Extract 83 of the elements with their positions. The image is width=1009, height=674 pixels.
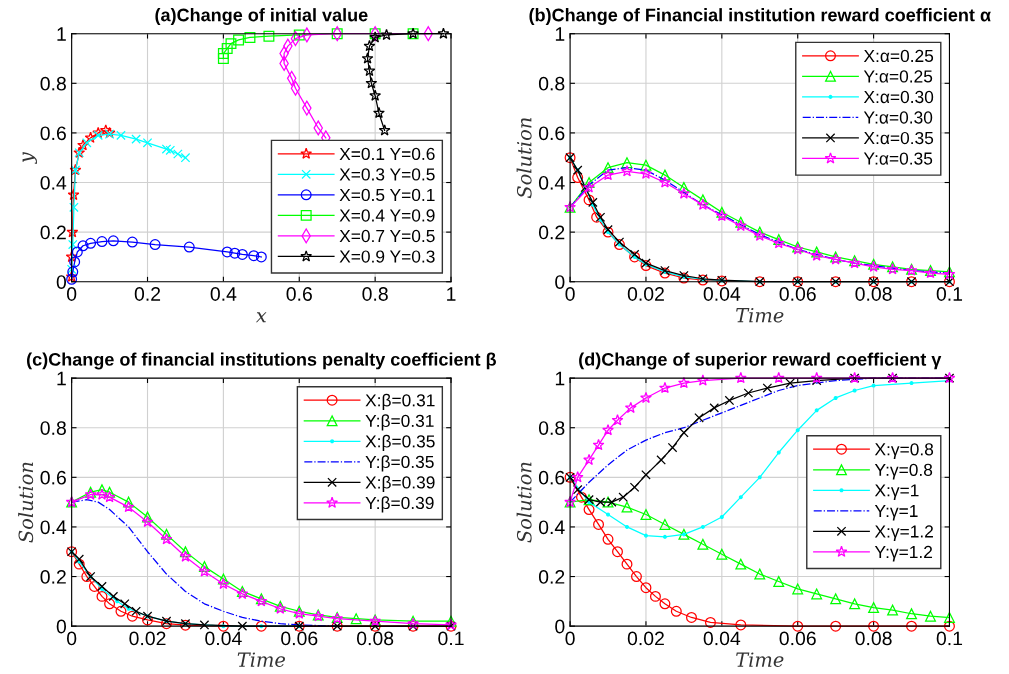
y-tick-label: 0.6 bbox=[40, 126, 66, 141]
x-tick-label: 0 bbox=[66, 287, 77, 301]
legend-label: X=0.4 Y=0.9 bbox=[339, 209, 435, 222]
x-tick-label: 0.06 bbox=[779, 631, 816, 646]
x-tick-label: 0.1 bbox=[936, 631, 963, 646]
x-tick-label: 0.6 bbox=[286, 287, 312, 301]
y-tick-label: 0.6 bbox=[538, 470, 565, 485]
chart-title: (c)Change of financial institutions penalty coefficient β bbox=[27, 352, 496, 370]
x-tick-label: 0.04 bbox=[205, 631, 242, 646]
y-tick-label: 1 bbox=[57, 371, 66, 386]
legend-label: X:β=0.31 bbox=[365, 393, 435, 410]
x-tick-label: 0.04 bbox=[703, 287, 741, 301]
y-tick-label: 0.8 bbox=[538, 421, 565, 435]
x-tick-label: 0.08 bbox=[855, 287, 892, 301]
y-tick-label: 0.8 bbox=[40, 76, 66, 91]
y-tick-label: 0.4 bbox=[40, 175, 67, 190]
x-tick-label: 0.4 bbox=[210, 287, 237, 301]
y-tick-label: 0.8 bbox=[40, 421, 66, 435]
x-tick-label: 0.1 bbox=[936, 287, 963, 301]
y-tick-label: 0.2 bbox=[538, 570, 565, 584]
x-tick-label: 0.06 bbox=[779, 287, 816, 301]
x-tick-label: 0.06 bbox=[281, 631, 318, 646]
legend-label: Y:α=0.25 bbox=[863, 70, 933, 83]
chart-title: (b)Change of Financial institution reward coefficient α bbox=[529, 8, 991, 26]
y-tick-label: 0.2 bbox=[40, 225, 66, 240]
x-axis-title: x bbox=[255, 312, 267, 323]
y-tick-label: 0.4 bbox=[538, 175, 565, 190]
x-tick-label: 1 bbox=[447, 287, 456, 301]
legend-label: X:β=0.39 bbox=[365, 475, 435, 493]
legend-label: Y:γ=1.2 bbox=[874, 545, 933, 562]
legend-label: Y:β=0.31 bbox=[365, 414, 434, 431]
legend-label: X:γ=1 bbox=[874, 484, 919, 500]
x-tick-label: 0.02 bbox=[129, 631, 166, 646]
y-tick-label: 1 bbox=[57, 27, 66, 41]
legend-label: X:α=0.25 bbox=[863, 49, 934, 63]
y-tick-label: 1 bbox=[555, 27, 565, 41]
y-tick-label: 0.4 bbox=[40, 520, 67, 535]
legend-label: Y:α=0.30 bbox=[863, 111, 933, 124]
y-tick-label: 0 bbox=[555, 275, 565, 289]
y-tick-label: 0 bbox=[555, 619, 565, 634]
x-tick-label: 0.08 bbox=[356, 631, 394, 646]
legend-label: X:γ=0.8 bbox=[874, 443, 934, 459]
legend-label: X:α=0.30 bbox=[863, 90, 934, 104]
y-axis-title: y bbox=[22, 152, 37, 164]
y-tick-label: 0.2 bbox=[40, 570, 66, 584]
legend-label: X:α=0.35 bbox=[863, 131, 934, 145]
x-axis-title: Time bbox=[237, 652, 286, 667]
legend-label: Y:β=0.35 bbox=[365, 455, 434, 472]
x-tick-label: 0.1 bbox=[438, 631, 464, 646]
x-tick-label: 0.04 bbox=[703, 631, 741, 646]
x-tick-label: 0 bbox=[565, 631, 575, 646]
legend-label: Y:γ=1 bbox=[874, 504, 918, 521]
x-tick-label: 0.08 bbox=[855, 631, 892, 646]
y-axis-title: Solution bbox=[516, 462, 532, 543]
y-tick-label: 0.6 bbox=[538, 126, 565, 141]
y-axis-title: Solution bbox=[516, 118, 532, 199]
legend-label: Y:α=0.35 bbox=[863, 152, 933, 165]
x-tick-label: 0.2 bbox=[134, 287, 161, 301]
x-tick-label: 0.8 bbox=[362, 287, 388, 301]
y-tick-label: 1 bbox=[555, 371, 565, 386]
legend-label: Y:β=0.39 bbox=[365, 496, 434, 513]
legend-label: Y:γ=0.8 bbox=[874, 463, 933, 480]
chart-title: (d)Change of superior reward coefficient γ bbox=[579, 352, 942, 370]
y-tick-label: 0.2 bbox=[538, 225, 565, 240]
y-tick-label: 0.6 bbox=[40, 470, 66, 485]
y-tick-label: 0.4 bbox=[538, 520, 565, 535]
legend-label: X=0.1 Y=0.6 bbox=[339, 147, 435, 161]
legend-label: X=0.7 Y=0.5 bbox=[339, 229, 435, 243]
y-tick-label: 0 bbox=[56, 619, 67, 634]
x-tick-label: 0.02 bbox=[627, 287, 664, 301]
legend-label: X:β=0.35 bbox=[365, 434, 435, 451]
legend-label: X=0.9 Y=0.3 bbox=[339, 250, 435, 263]
y-tick-label: 0.8 bbox=[538, 76, 565, 91]
x-axis-title: Time bbox=[736, 652, 784, 667]
legend-label: X=0.5 Y=0.1 bbox=[339, 188, 435, 202]
x-axis-title: Time bbox=[736, 307, 784, 323]
y-tick-label: 0 bbox=[56, 275, 67, 289]
x-tick-label: 0.02 bbox=[627, 631, 664, 646]
chart-title: (a)Change of initial value bbox=[155, 8, 368, 26]
x-tick-label: 0 bbox=[565, 287, 575, 301]
y-axis-title: Solution bbox=[18, 462, 34, 543]
legend-label: X=0.3 Y=0.5 bbox=[339, 168, 435, 181]
legend-label: X:γ=1.2 bbox=[874, 525, 933, 541]
